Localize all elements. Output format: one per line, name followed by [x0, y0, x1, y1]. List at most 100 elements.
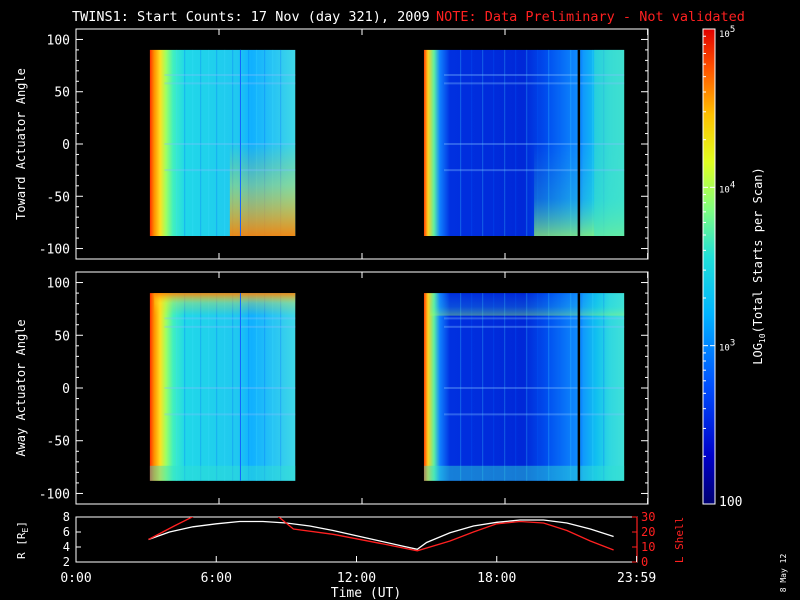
heatmap-bin-line [443, 169, 625, 172]
heatmap-streak [248, 293, 250, 481]
x-tick-label: 23:59 [617, 571, 656, 586]
colorbar-tick-label: 103 [719, 339, 735, 354]
colorbar-tick-exponent: 4 [730, 180, 735, 190]
colorbar-gradient [702, 28, 716, 505]
colorbar-tick-base: 10 [719, 30, 730, 40]
colorbar-label: LOG10(Total Starts per Scan) [751, 167, 767, 365]
heatmap-bin-line [443, 74, 625, 76]
heatmap-streak [493, 49, 495, 237]
heatmap-streak [504, 293, 506, 481]
heatmap-bin-line [443, 325, 625, 328]
r-series-line [148, 519, 614, 550]
lshell-tick-label: 10 [641, 540, 655, 554]
heatmap-streak [272, 293, 274, 481]
colorbar-tick-exponent: 5 [730, 25, 735, 35]
heatmap-bin-line [443, 143, 625, 145]
heatmap-streak [471, 293, 473, 481]
y-tick-label: 50 [54, 86, 70, 101]
heatmap-bin-line [164, 325, 296, 328]
heatmap-streak [176, 293, 178, 481]
heatmap-streak [493, 293, 495, 481]
heatmap-streak [570, 293, 572, 481]
lshell-series-line [148, 517, 614, 552]
heatmap-bin-line [164, 74, 296, 76]
heatmap-streak [592, 293, 594, 481]
heatmap-streak [224, 293, 226, 481]
heatmap-bin-line [164, 82, 296, 85]
heatmap-edge-band [149, 465, 296, 481]
away-y-axis: -100 -50 0 50 100 [39, 272, 649, 504]
x-axis-title: Time (UT) [331, 586, 401, 600]
r-tick-label: 4 [63, 540, 70, 554]
ephemeris-lines [148, 517, 614, 552]
heatmap-streak [603, 293, 605, 481]
heatmap-streak [192, 49, 194, 237]
heatmap-streak [548, 293, 550, 481]
heatmap-edge-band [594, 49, 625, 237]
away-ylabel: Away Actuator Angle [14, 319, 28, 456]
heatmap-block [149, 293, 296, 481]
lshell-tick-label: 30 [641, 510, 655, 524]
toward-ylabel: Toward Actuator Angle [14, 68, 28, 220]
r-axis-label: R [RE] [15, 521, 30, 559]
y-tick-label: 0 [62, 138, 70, 153]
r-tick-label: 8 [63, 510, 70, 524]
heatmap-bin-line [164, 143, 296, 145]
heatmap-bin-line [443, 82, 625, 85]
heatmap-streak [200, 49, 202, 237]
heatmap-edge-band [154, 293, 296, 316]
away-panel: -100 -50 0 50 100 Away Actuator Angle [14, 271, 649, 505]
colorbar-tick-base: 10 [719, 344, 730, 354]
heatmap-streak [460, 293, 462, 481]
heatmap-streak [460, 49, 462, 237]
heatmap-bin-line [443, 317, 625, 320]
heatmap-streak [526, 293, 528, 481]
y-tick-label: 50 [54, 329, 70, 344]
r-tick-label: 6 [63, 525, 70, 539]
heatmap-bin-line [164, 169, 296, 172]
heatmap-streak [471, 49, 473, 237]
heatmap-streak [176, 49, 178, 237]
y-tick-label: -100 [39, 487, 70, 502]
colorbar-tick-base: 10 [719, 185, 730, 195]
toward-heatmap [149, 49, 625, 237]
heatmap-streak [515, 293, 517, 481]
heatmap-streak [232, 293, 234, 481]
lshell-tick-label: 0 [641, 555, 648, 569]
y-tick-label: -100 [39, 243, 70, 258]
heatmap-streak [482, 293, 484, 481]
heatmap-streak [216, 49, 218, 237]
x-tick-label: 6:00 [201, 571, 232, 586]
heatmap-edge-band [423, 465, 625, 481]
y-tick-label: -50 [47, 435, 70, 450]
heatmap-bin-line [164, 317, 296, 320]
colorbar-tick-label: 104 [719, 180, 735, 195]
colorbar-tick-exponent: 3 [730, 339, 735, 349]
away-heatmap [149, 293, 625, 481]
heatmap-streak [537, 293, 539, 481]
date-stamp: 8 May 12 [779, 554, 788, 593]
x-tick-label: 0:00 [60, 571, 91, 586]
heatmap-streak [504, 49, 506, 237]
lshell-tick-label: 20 [641, 525, 655, 539]
toward-panel: -100 -50 0 50 100 Toward Actuator Angle [14, 28, 649, 260]
heatmap-streak [200, 293, 202, 481]
heatmap-streak [208, 293, 210, 481]
heatmap-streak [482, 49, 484, 237]
heatmap-edge-band [229, 142, 296, 236]
heatmap-block [423, 293, 625, 481]
y-tick-label: 0 [62, 382, 70, 397]
heatmap-streak [526, 49, 528, 237]
colorbar-tick-base: 100 [719, 495, 742, 510]
heatmap-bin-line [443, 387, 625, 389]
x-tick-label: 18:00 [477, 571, 516, 586]
heatmap-streak [581, 293, 583, 481]
heatmap-streak [515, 49, 517, 237]
r-tick-label: 2 [63, 555, 70, 569]
heatmap-streak [192, 293, 194, 481]
toward-y-axis: -100 -50 0 50 100 [39, 29, 649, 259]
heatmap-bin-line [443, 413, 625, 416]
